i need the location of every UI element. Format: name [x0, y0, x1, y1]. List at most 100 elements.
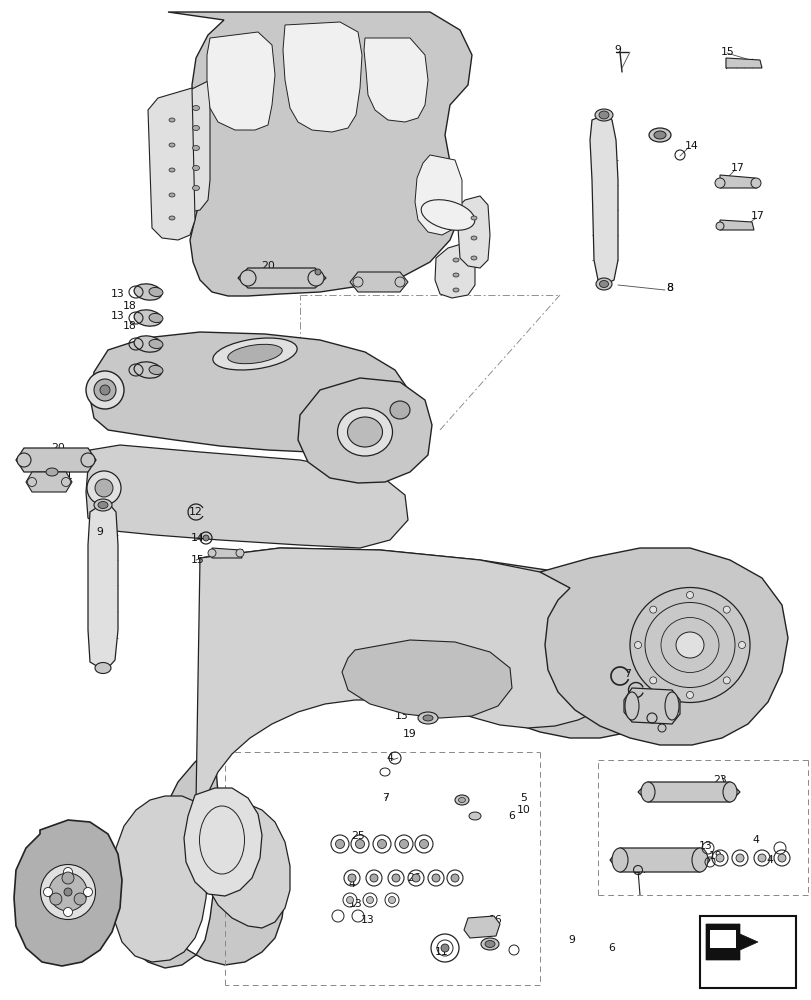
- Ellipse shape: [17, 453, 31, 467]
- Ellipse shape: [421, 200, 474, 230]
- Ellipse shape: [715, 222, 723, 230]
- Ellipse shape: [735, 854, 743, 862]
- Ellipse shape: [236, 549, 243, 557]
- Ellipse shape: [480, 938, 499, 950]
- Ellipse shape: [149, 313, 163, 323]
- Ellipse shape: [149, 365, 163, 375]
- Ellipse shape: [307, 270, 324, 286]
- Ellipse shape: [649, 606, 656, 613]
- Ellipse shape: [134, 336, 161, 352]
- Text: 4: 4: [752, 835, 758, 845]
- Text: 1: 1: [288, 85, 295, 95]
- Ellipse shape: [685, 692, 693, 698]
- Polygon shape: [118, 548, 687, 968]
- Ellipse shape: [394, 277, 405, 287]
- Polygon shape: [435, 242, 474, 298]
- Text: 13: 13: [395, 711, 409, 721]
- Text: 8: 8: [97, 663, 103, 673]
- Ellipse shape: [169, 168, 175, 172]
- Text: 13: 13: [361, 915, 375, 925]
- Polygon shape: [184, 788, 262, 896]
- Ellipse shape: [62, 478, 71, 487]
- Text: 14: 14: [191, 533, 204, 543]
- Text: 4: 4: [386, 753, 393, 763]
- Polygon shape: [414, 155, 461, 235]
- Ellipse shape: [86, 371, 124, 409]
- Text: 2: 2: [59, 861, 67, 871]
- Text: 15: 15: [720, 47, 734, 57]
- Text: 3: 3: [344, 441, 351, 451]
- Ellipse shape: [691, 848, 707, 872]
- Text: 26: 26: [406, 873, 420, 883]
- Polygon shape: [457, 196, 489, 268]
- Ellipse shape: [440, 944, 448, 952]
- Ellipse shape: [46, 468, 58, 476]
- Ellipse shape: [649, 677, 656, 684]
- Ellipse shape: [370, 874, 378, 882]
- Text: 24: 24: [633, 865, 646, 875]
- Text: 1: 1: [286, 88, 293, 98]
- Ellipse shape: [599, 111, 608, 119]
- Ellipse shape: [335, 839, 344, 848]
- Ellipse shape: [484, 940, 495, 947]
- Ellipse shape: [453, 288, 458, 292]
- Polygon shape: [719, 175, 756, 188]
- Polygon shape: [298, 378, 431, 483]
- Text: 21: 21: [59, 471, 73, 481]
- Ellipse shape: [84, 888, 92, 896]
- Polygon shape: [16, 448, 96, 472]
- Text: 27: 27: [242, 355, 256, 365]
- Text: 19: 19: [402, 729, 416, 739]
- Ellipse shape: [337, 408, 392, 456]
- Ellipse shape: [203, 535, 208, 541]
- Polygon shape: [207, 32, 275, 130]
- Text: 10: 10: [517, 805, 530, 815]
- Polygon shape: [112, 548, 634, 962]
- Polygon shape: [283, 22, 362, 132]
- Ellipse shape: [355, 839, 364, 848]
- Polygon shape: [88, 505, 118, 668]
- Ellipse shape: [419, 839, 428, 848]
- Text: 13: 13: [111, 289, 125, 299]
- Ellipse shape: [676, 632, 703, 658]
- Text: 15: 15: [191, 555, 204, 565]
- Ellipse shape: [315, 269, 320, 275]
- Ellipse shape: [633, 642, 641, 648]
- Ellipse shape: [134, 362, 161, 378]
- Ellipse shape: [389, 401, 410, 419]
- Ellipse shape: [648, 128, 670, 142]
- Text: 16: 16: [488, 915, 502, 925]
- Text: 20: 20: [261, 261, 275, 271]
- Polygon shape: [238, 268, 325, 288]
- Text: 6: 6: [650, 713, 657, 723]
- Ellipse shape: [347, 417, 382, 447]
- Ellipse shape: [28, 478, 36, 487]
- Ellipse shape: [62, 872, 74, 884]
- Ellipse shape: [470, 256, 476, 260]
- Ellipse shape: [388, 896, 395, 904]
- Ellipse shape: [348, 874, 355, 882]
- Ellipse shape: [94, 379, 116, 401]
- Text: 9: 9: [614, 45, 620, 55]
- Ellipse shape: [74, 893, 86, 905]
- Text: 19: 19: [708, 851, 722, 861]
- Ellipse shape: [469, 812, 480, 820]
- Text: 6: 6: [508, 811, 515, 821]
- Ellipse shape: [737, 642, 744, 648]
- Ellipse shape: [750, 178, 760, 188]
- Ellipse shape: [192, 146, 200, 151]
- Polygon shape: [86, 445, 407, 548]
- Ellipse shape: [63, 867, 72, 876]
- Text: 7: 7: [382, 793, 389, 803]
- Ellipse shape: [87, 471, 121, 505]
- Text: 8: 8: [666, 283, 673, 293]
- Polygon shape: [623, 688, 679, 724]
- Text: 17: 17: [750, 211, 764, 221]
- Ellipse shape: [169, 193, 175, 197]
- Text: 11: 11: [435, 947, 448, 957]
- Polygon shape: [148, 88, 195, 240]
- Polygon shape: [14, 820, 122, 966]
- Text: 13: 13: [111, 311, 125, 321]
- Ellipse shape: [49, 893, 62, 905]
- Ellipse shape: [664, 692, 678, 720]
